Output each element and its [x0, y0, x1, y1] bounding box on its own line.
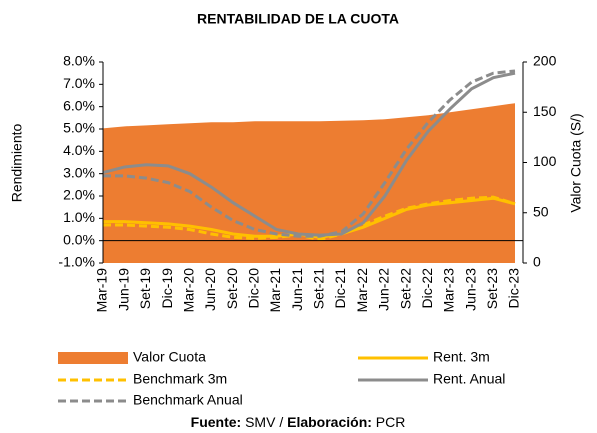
y2-tick-label: 100 — [533, 153, 557, 169]
y-tick-label: 2.0% — [63, 187, 95, 203]
x-tick-label: Set-19 — [137, 268, 153, 309]
x-tick-label: Jun-23 — [462, 268, 478, 311]
chart-title: RENTABILIDAD DE LA CUOTA — [197, 11, 399, 27]
x-tick-label: Dic-22 — [419, 268, 435, 309]
x-tick-label: Jun-22 — [376, 268, 392, 311]
source-label: Fuente: — [191, 414, 242, 430]
source-note: Fuente: SMV / Elaboración: PCR — [191, 414, 406, 430]
y2-tick-label: 50 — [533, 203, 549, 219]
x-tick-label: Dic-20 — [245, 268, 261, 309]
y-tick-label: 5.0% — [63, 120, 95, 136]
legend-label: Rent. Anual — [433, 371, 505, 387]
x-tick-label: Dic-23 — [506, 268, 522, 309]
y2-tick-label: 200 — [533, 53, 557, 69]
y-tick-label: 8.0% — [63, 53, 95, 69]
y-tick-label: 4.0% — [63, 142, 95, 158]
x-tick-label: Jun-19 — [115, 268, 131, 311]
y2-tick-label: 0 — [533, 254, 541, 270]
y-axis-label: Rendimiento — [9, 123, 25, 202]
y-tick-label: -1.0% — [58, 254, 95, 270]
x-tick-label: Set-21 — [311, 268, 327, 309]
x-tick-label: Dic-19 — [159, 268, 175, 309]
x-tick-label: Mar-22 — [354, 268, 370, 313]
legend-label: Rent. 3m — [433, 349, 490, 365]
source-value: PCR — [376, 414, 406, 430]
x-tick-label: Set-22 — [397, 268, 413, 309]
x-tick-label: Mar-21 — [267, 268, 283, 313]
x-tick-label: Mar-20 — [180, 268, 196, 313]
y-tick-label: 7.0% — [63, 75, 95, 91]
x-tick-label: Jun-21 — [289, 268, 305, 311]
y-tick-label: 6.0% — [63, 97, 95, 113]
source-value: SMV / — [245, 414, 283, 430]
x-tick-label: Set-23 — [484, 268, 500, 309]
x-tick-label: Mar-23 — [441, 268, 457, 313]
y2-tick-label: 150 — [533, 103, 557, 119]
y-tick-label: 0.0% — [63, 231, 95, 247]
legend-label: Benchmark 3m — [133, 371, 227, 387]
line — [102, 71, 516, 237]
x-tick-label: Mar-19 — [94, 268, 110, 313]
source-label: Elaboración: — [287, 414, 372, 430]
legend-label: Benchmark Anual — [133, 392, 243, 408]
legend-label: Valor Cuota — [133, 349, 206, 365]
y-tick-label: 3.0% — [63, 164, 95, 180]
x-tick-label: Dic-21 — [332, 268, 348, 309]
y-tick-label: 1.0% — [63, 209, 95, 225]
legend-swatch — [58, 352, 128, 364]
y2-axis-label: Valor Cuota (S/) — [568, 113, 584, 212]
x-tick-label: Jun-20 — [202, 268, 218, 311]
line — [103, 69, 516, 238]
x-tick-label: Set-20 — [224, 268, 240, 309]
